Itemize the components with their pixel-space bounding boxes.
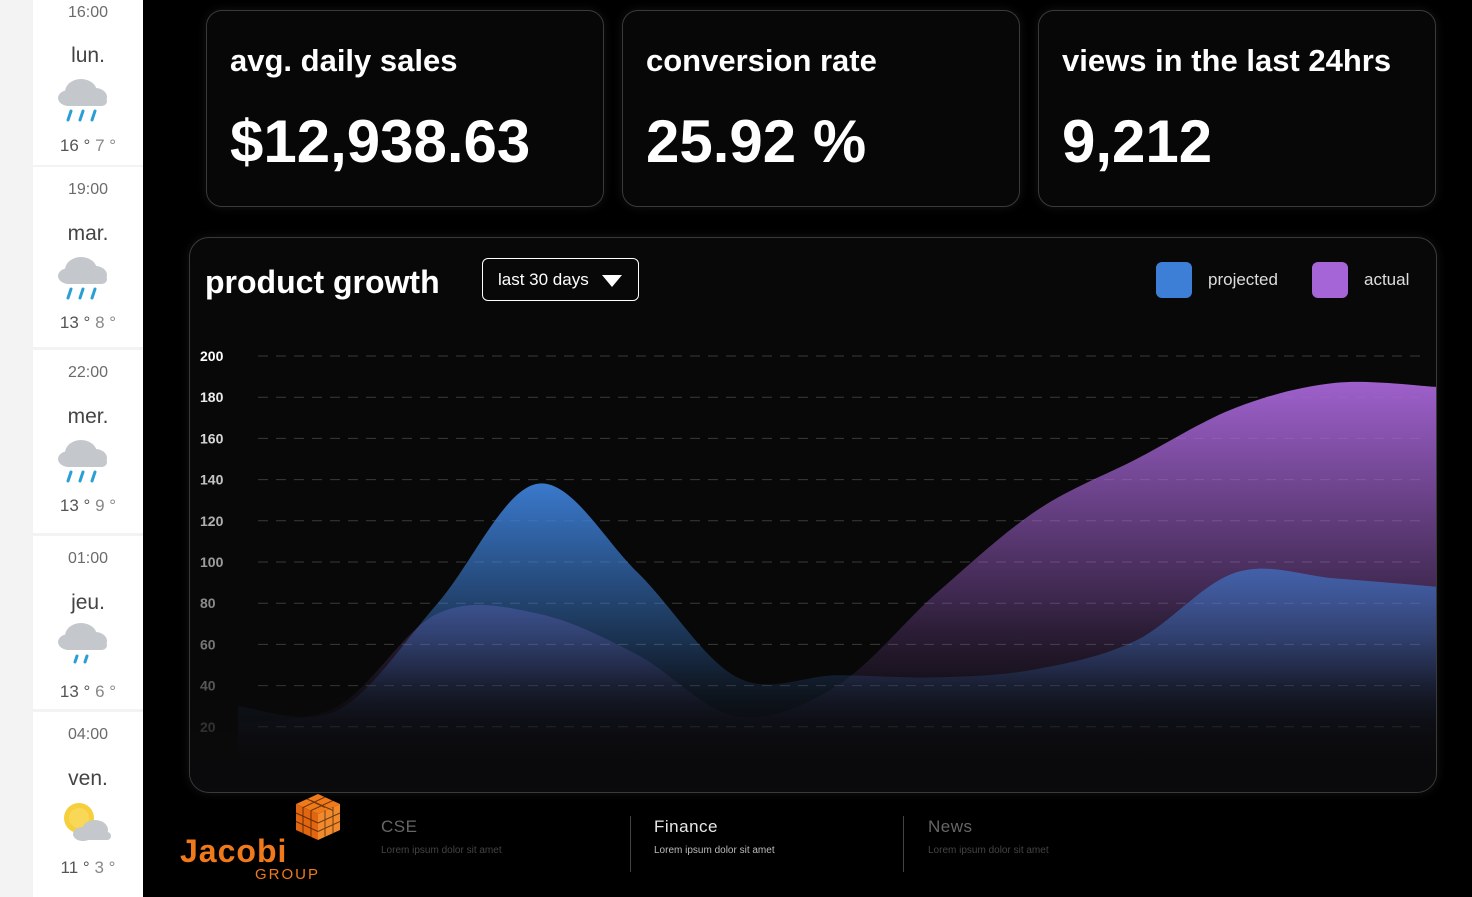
footer-link-subtitle: Lorem ipsum dolor sit amet bbox=[654, 845, 775, 856]
forecast-temps: 16 ° 7 ° bbox=[59, 136, 117, 155]
forecast-day: jeu. bbox=[71, 591, 105, 614]
weather-day-card[interactable]: 01:00 jeu. 13 ° 6 ° bbox=[33, 536, 143, 709]
sun-cloud-icon bbox=[64, 803, 111, 841]
forecast-temps: 13 ° 8 ° bbox=[59, 313, 117, 332]
y-tick-label: 60 bbox=[200, 636, 216, 652]
forecast-temps: 11 ° 3 ° bbox=[60, 858, 116, 877]
chart-bottom-fade bbox=[190, 668, 1436, 792]
weather-day-card[interactable]: 22:00 mer. 13 ° 9 ° bbox=[33, 350, 143, 533]
forecast-temps: 13 ° 9 ° bbox=[59, 496, 117, 515]
footer-divider bbox=[630, 816, 631, 872]
rain-cloud-icon bbox=[58, 440, 107, 483]
chart-title: product growth bbox=[205, 264, 440, 300]
kpi-value: 9,212 bbox=[1062, 108, 1213, 175]
forecast-time: 16:00 bbox=[67, 4, 109, 21]
footer-link-title: CSE bbox=[381, 817, 418, 836]
light-rain-cloud-icon bbox=[58, 623, 107, 664]
kpi-value: $12,938.63 bbox=[230, 108, 531, 175]
forecast-day: mar. bbox=[67, 222, 109, 245]
footer-link-news[interactable]: News Lorem ipsum dolor sit amet bbox=[928, 817, 1049, 872]
weather-day-card[interactable]: 04:00 ven. 11 ° 3 ° bbox=[33, 712, 143, 897]
forecast-time: 19:00 bbox=[67, 181, 109, 198]
date-range-value: last 30 days bbox=[498, 269, 589, 289]
y-tick-label: 180 bbox=[200, 389, 224, 405]
y-tick-label: 140 bbox=[200, 472, 224, 488]
legend-actual[interactable]: actual bbox=[1312, 262, 1409, 298]
legend-label: projected bbox=[1208, 270, 1278, 289]
forecast-day: mer. bbox=[67, 405, 109, 428]
y-tick-label: 200 bbox=[200, 348, 224, 364]
chevron-down-icon bbox=[602, 275, 622, 287]
logo-subtext: GROUP bbox=[255, 866, 320, 883]
forecast-day: ven. bbox=[68, 767, 108, 790]
legend-label: actual bbox=[1364, 270, 1410, 289]
footer-link-subtitle: Lorem ipsum dolor sit amet bbox=[928, 845, 1049, 856]
kpi-label: views in the last 24hrs bbox=[1062, 43, 1392, 78]
product-growth-chart: 20018016014012010080604020 bbox=[190, 348, 1436, 792]
legend-projected[interactable]: projected bbox=[1156, 262, 1278, 298]
legend-swatch-projected bbox=[1156, 262, 1192, 298]
y-tick-label: 100 bbox=[200, 554, 224, 570]
product-growth-panel: 20018016014012010080604020 product growt… bbox=[189, 237, 1437, 793]
kpi-card-conversion-rate[interactable]: conversion rate 25.92 % bbox=[622, 10, 1020, 207]
kpi-card-avg-daily-sales[interactable]: avg. daily sales $12,938.63 bbox=[206, 10, 604, 207]
weather-day-card[interactable]: 16:00 lun. 16 ° 7 ° bbox=[33, 0, 143, 165]
y-tick-label: 120 bbox=[200, 513, 224, 529]
footer-link-subtitle: Lorem ipsum dolor sit amet bbox=[381, 845, 502, 856]
y-tick-label: 160 bbox=[200, 430, 224, 446]
weather-day-card[interactable]: 19:00 mar. 13 ° 8 ° bbox=[33, 167, 143, 347]
footer-link-title: News bbox=[928, 817, 973, 836]
y-tick-label: 80 bbox=[200, 595, 216, 611]
logo-wordmark: Jacobi bbox=[180, 833, 287, 869]
jacobi-group-logo[interactable]: Jacobi GROUP bbox=[178, 792, 343, 884]
forecast-temps: 13 ° 6 ° bbox=[59, 682, 117, 701]
forecast-time: 04:00 bbox=[67, 726, 109, 743]
forecast-time: 22:00 bbox=[67, 364, 109, 381]
legend-swatch-actual bbox=[1312, 262, 1348, 298]
kpi-value: 25.92 % bbox=[646, 108, 867, 175]
weather-gutter bbox=[0, 0, 33, 897]
footer-link-cse[interactable]: CSE Lorem ipsum dolor sit amet bbox=[381, 817, 502, 872]
footer-link-finance[interactable]: Finance Lorem ipsum dolor sit amet bbox=[654, 817, 775, 872]
rain-cloud-icon bbox=[58, 257, 107, 300]
kpi-card-views-24hrs[interactable]: views in the last 24hrs 9,212 bbox=[1038, 10, 1436, 207]
kpi-label: avg. daily sales bbox=[230, 43, 458, 78]
footer-divider bbox=[903, 816, 904, 872]
forecast-day: lun. bbox=[71, 44, 105, 67]
date-range-dropdown[interactable]: last 30 days bbox=[482, 258, 639, 301]
footer-link-title: Finance bbox=[654, 817, 718, 836]
kpi-label: conversion rate bbox=[646, 43, 877, 78]
forecast-time: 01:00 bbox=[67, 550, 109, 567]
rain-cloud-icon bbox=[58, 79, 107, 122]
